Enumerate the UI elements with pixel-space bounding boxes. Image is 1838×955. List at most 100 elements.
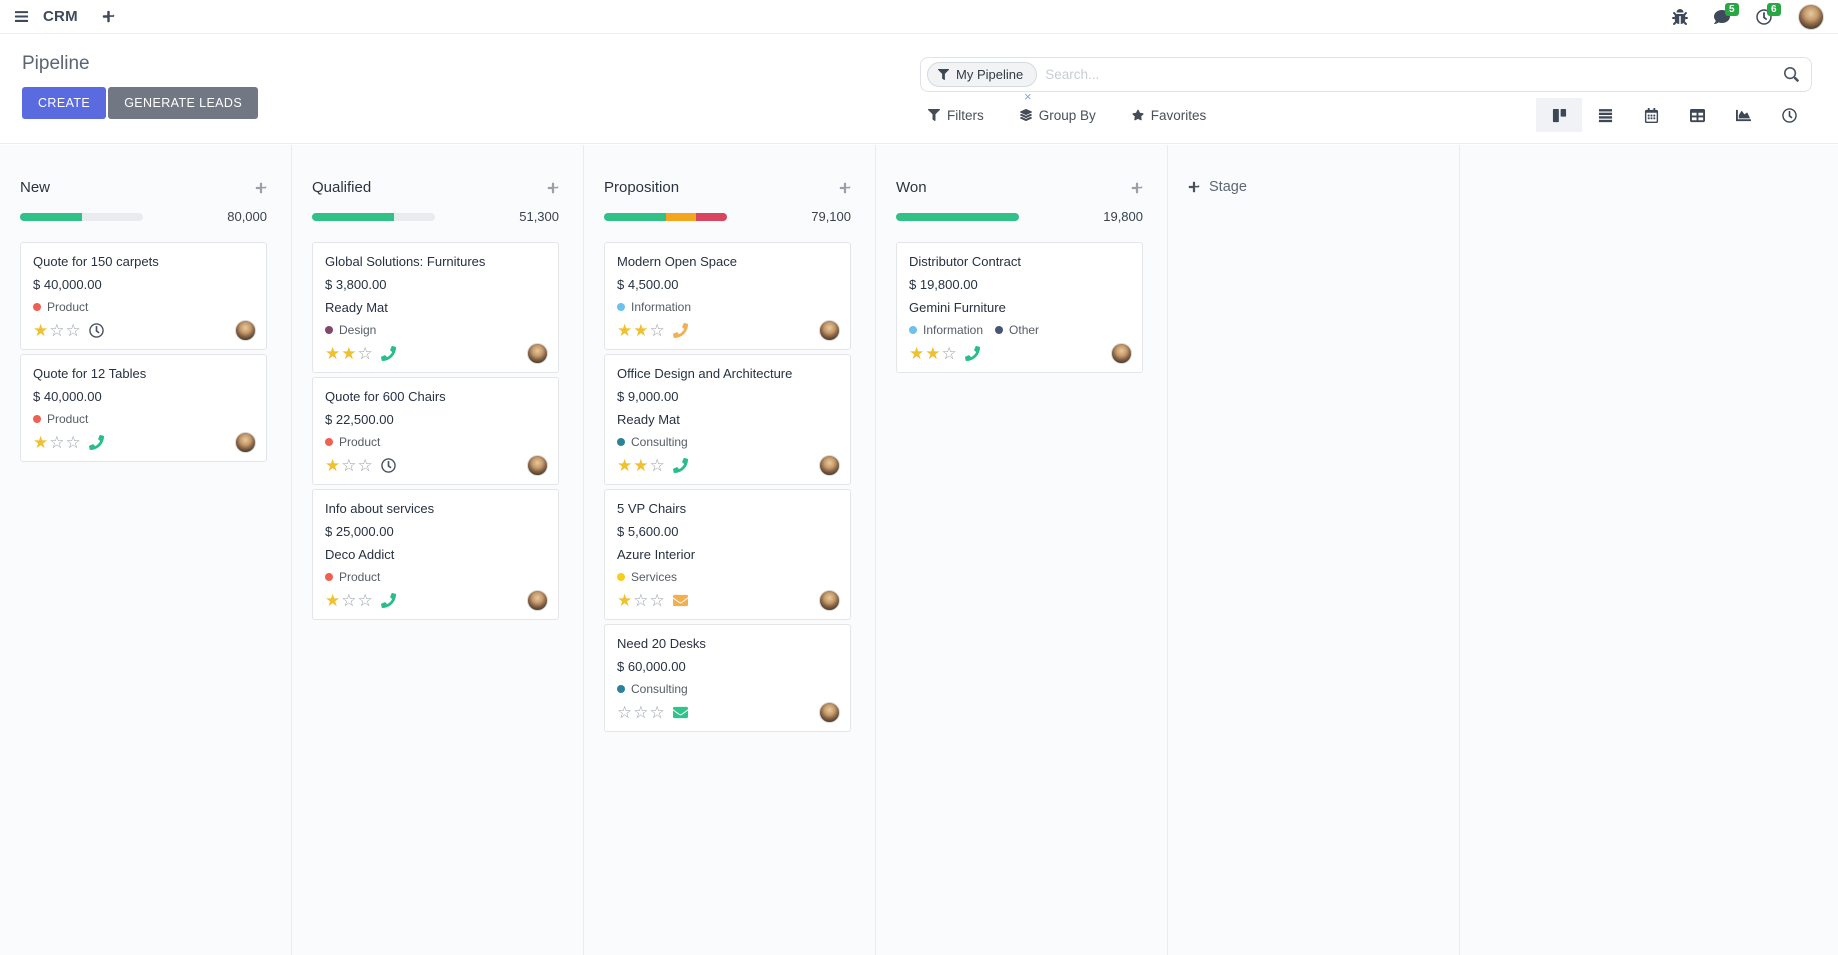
priority-star-icon[interactable]: ★	[633, 320, 650, 340]
progress-segment[interactable]	[20, 212, 82, 221]
priority-star-icon[interactable]: ☆	[341, 455, 358, 475]
activity-envelope-icon[interactable]	[673, 705, 688, 720]
user-avatar[interactable]	[1798, 3, 1824, 30]
kanban-card[interactable]: Need 20 Desks $ 60,000.00 Consulting ☆ ☆ ☆	[604, 624, 851, 732]
priority-star-icon[interactable]: ★	[33, 432, 50, 452]
facet-remove-icon[interactable]: ×	[1024, 89, 1032, 104]
activity-envelope-icon[interactable]	[673, 593, 688, 608]
quick-create-button[interactable]	[1131, 182, 1143, 194]
priority-star-icon[interactable]: ☆	[341, 590, 358, 610]
priority-star-icon[interactable]: ☆	[65, 320, 82, 340]
priority-star-icon[interactable]: ☆	[49, 432, 66, 452]
column-title: Proposition	[604, 179, 680, 196]
progress-segment[interactable]	[696, 212, 727, 221]
progress-segment[interactable]	[896, 212, 1019, 221]
add-stage-button[interactable]: Stage	[1188, 179, 1247, 195]
activity-phone-icon[interactable]	[89, 435, 104, 450]
activity-phone-icon[interactable]	[381, 346, 396, 361]
priority-star-icon[interactable]: ☆	[617, 702, 634, 722]
progress-segment[interactable]	[665, 212, 697, 221]
salesperson-avatar[interactable]	[235, 320, 256, 341]
search-bar[interactable]: My Pipeline ×	[920, 57, 1812, 103]
search-facet-my-pipeline[interactable]: My Pipeline	[927, 62, 1038, 87]
priority-star-icon[interactable]: ☆	[633, 702, 650, 722]
priority-star-icon[interactable]: ★	[633, 455, 650, 475]
kanban-card[interactable]: Modern Open Space $ 4,500.00 Information ★ ★…	[604, 242, 851, 350]
salesperson-avatar[interactable]	[819, 455, 840, 476]
priority-star-icon[interactable]: ★	[325, 590, 342, 610]
debug-bug-icon[interactable]	[1672, 9, 1688, 25]
kanban-card[interactable]: Office Design and Architecture $ 9,000.00…	[604, 354, 851, 485]
kanban-card[interactable]: Global Solutions: Furnitures $ 3,800.00 Re…	[312, 242, 559, 373]
priority-star-icon[interactable]: ★	[33, 320, 50, 340]
activity-phone-icon[interactable]	[381, 593, 396, 608]
activity-phone-icon[interactable]	[965, 346, 980, 361]
graph-view-icon[interactable]	[1720, 98, 1766, 132]
salesperson-avatar[interactable]	[1111, 343, 1132, 364]
search-icon[interactable]	[1784, 67, 1799, 82]
column-progressbar[interactable]	[896, 212, 1019, 221]
priority-star-icon[interactable]: ★	[909, 343, 926, 363]
list-view-icon[interactable]	[1582, 98, 1628, 132]
priority-star-icon[interactable]: ★	[617, 320, 634, 340]
card-bottom-row: ★ ☆ ☆	[33, 432, 256, 453]
favorites-menu[interactable]: Favorites	[1132, 108, 1206, 123]
salesperson-avatar[interactable]	[527, 590, 548, 611]
pivot-view-icon[interactable]	[1674, 98, 1720, 132]
priority-star-icon[interactable]: ★	[617, 455, 634, 475]
calendar-view-icon[interactable]	[1628, 98, 1674, 132]
kanban-card[interactable]: Quote for 150 carpets $ 40,000.00 Product ★…	[20, 242, 267, 350]
kanban-card[interactable]: Info about services $ 25,000.00 Deco Addic…	[312, 489, 559, 620]
priority-star-icon[interactable]: ★	[925, 343, 942, 363]
salesperson-avatar[interactable]	[819, 320, 840, 341]
column-progressbar[interactable]	[604, 212, 727, 221]
kanban-card[interactable]: 5 VP Chairs $ 5,600.00 Azure Interior Servi…	[604, 489, 851, 620]
kanban-view-icon[interactable]	[1536, 98, 1582, 132]
apps-menu-icon[interactable]	[14, 9, 29, 24]
salesperson-avatar[interactable]	[235, 432, 256, 453]
priority-star-icon[interactable]: ☆	[941, 343, 958, 363]
priority-star-icon[interactable]: ☆	[649, 702, 666, 722]
add-shortcut-icon[interactable]	[102, 10, 115, 23]
priority-star-icon[interactable]: ☆	[357, 590, 374, 610]
priority-star-icon[interactable]: ★	[325, 343, 342, 363]
quick-create-button[interactable]	[839, 182, 851, 194]
priority-star-icon[interactable]: ☆	[357, 343, 374, 363]
messages-icon[interactable]: 5	[1714, 2, 1739, 25]
search-input[interactable]	[1045, 67, 1776, 82]
activity-clock-icon[interactable]	[381, 458, 396, 473]
activity-phone-icon[interactable]	[673, 323, 688, 338]
salesperson-avatar[interactable]	[527, 455, 548, 476]
activities-clock-icon[interactable]: 6	[1756, 2, 1781, 25]
kanban-card[interactable]: Quote for 12 Tables $ 40,000.00 Product ★ ☆ ☆	[20, 354, 267, 462]
group-by-menu[interactable]: Group By	[1020, 108, 1096, 123]
create-button[interactable]: CREATE	[22, 87, 107, 119]
priority-star-icon[interactable]: ☆	[633, 590, 650, 610]
filters-menu[interactable]: Filters	[928, 108, 984, 123]
priority-star-icon[interactable]: ☆	[357, 455, 374, 475]
priority-star-icon[interactable]: ★	[341, 343, 358, 363]
kanban-card[interactable]: Distributor Contract $ 19,800.00 Gemini Fu…	[896, 242, 1143, 373]
salesperson-avatar[interactable]	[527, 343, 548, 364]
activity-view-icon[interactable]	[1766, 98, 1812, 132]
app-name[interactable]: CRM	[43, 8, 78, 25]
progress-segment[interactable]	[604, 212, 666, 221]
priority-star-icon[interactable]: ★	[617, 590, 634, 610]
generate-leads-button[interactable]: GENERATE LEADS	[108, 87, 259, 119]
priority-star-icon[interactable]: ☆	[649, 455, 666, 475]
priority-star-icon[interactable]: ☆	[49, 320, 66, 340]
salesperson-avatar[interactable]	[819, 590, 840, 611]
salesperson-avatar[interactable]	[819, 702, 840, 723]
activity-phone-icon[interactable]	[673, 458, 688, 473]
priority-star-icon[interactable]: ☆	[65, 432, 82, 452]
kanban-card[interactable]: Quote for 600 Chairs $ 22,500.00 Product ★ ☆…	[312, 377, 559, 485]
column-progressbar[interactable]	[312, 212, 435, 221]
priority-star-icon[interactable]: ☆	[649, 320, 666, 340]
quick-create-button[interactable]	[547, 182, 559, 194]
quick-create-button[interactable]	[255, 182, 267, 194]
priority-star-icon[interactable]: ☆	[649, 590, 666, 610]
column-progressbar[interactable]	[20, 212, 143, 221]
progress-segment[interactable]	[312, 212, 395, 221]
activity-clock-icon[interactable]	[89, 323, 104, 338]
priority-star-icon[interactable]: ★	[325, 455, 342, 475]
